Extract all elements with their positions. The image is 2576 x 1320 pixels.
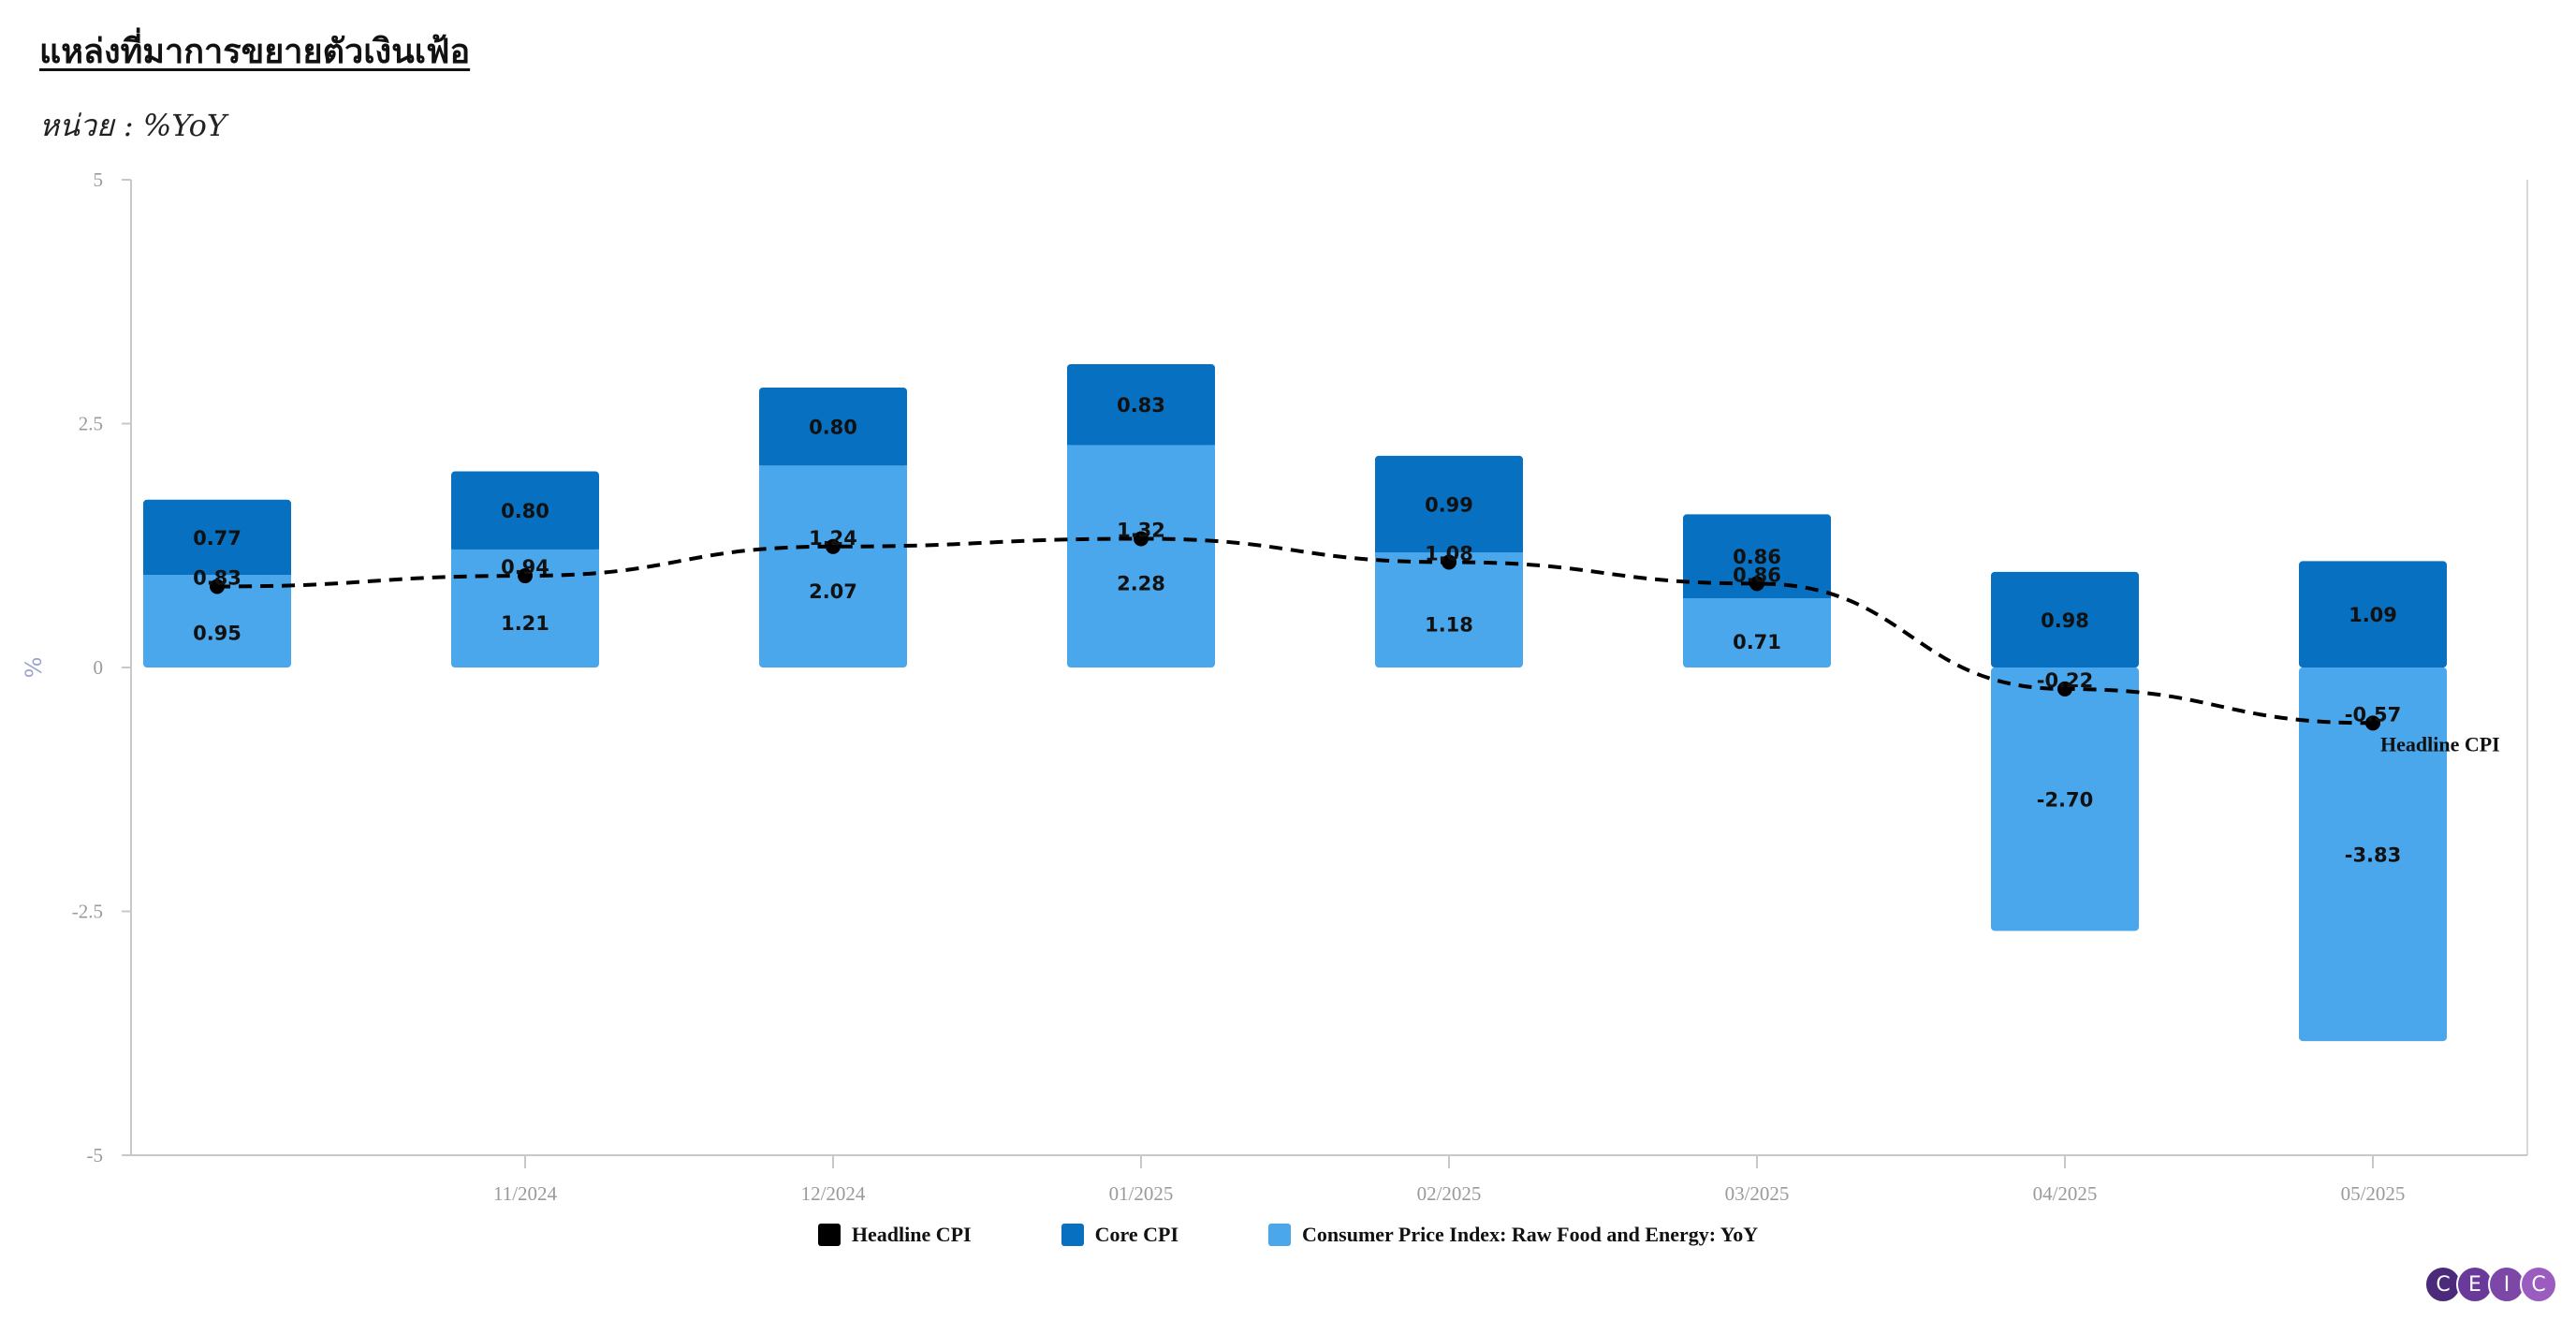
headline-cpi-line [216,536,2374,726]
bar-raw-food-energy-join [451,549,599,555]
legend-item-raw-food-energy[interactable]: Consumer Price Index: Raw Food and Energ… [1268,1223,1758,1247]
data-label-core-cpi: 0.86 [1733,546,1781,568]
legend-swatch-core [1061,1224,1084,1246]
data-label-headline-cpi: 1.24 [809,527,857,550]
bar-raw-food-energy [1375,552,1523,667]
data-label-headline-cpi: -0.57 [2345,703,2402,726]
legend-item-headline[interactable]: Headline CPI [817,1223,972,1247]
bar-core-cpi [1683,514,1831,599]
headline-cpi-point [518,568,533,584]
y-tick-label: 5 [94,169,104,191]
bar-raw-food-energy [1067,445,1215,667]
data-label-headline-cpi: 1.32 [1117,519,1165,541]
data-label-headline-cpi: 1.08 [1425,542,1473,565]
data-label-raw-food-energy: 2.28 [1117,573,1165,595]
data-label-core-cpi: 0.83 [1117,394,1165,417]
bar-raw-food-energy [1683,598,1831,667]
bar-raw-food-energy-join [143,575,291,581]
y-axis-label: % [21,657,47,679]
chart-title: แหล่งที่มาการขยายตัวเงินเฟ้อ [39,33,471,71]
data-label-raw-food-energy: 0.95 [193,622,242,644]
legend-swatch-raw-food-energy [1268,1224,1292,1246]
legend-label-headline: Headline CPI [851,1223,972,1246]
data-label-core-cpi: 1.09 [2349,604,2397,626]
data-label-core-cpi: 0.98 [2041,609,2089,632]
y-tick-label: -5 [87,1144,104,1166]
y-tick-label: -2.5 [72,901,103,923]
x-tick-label: 03/2025 [1725,1182,1790,1205]
bar-raw-food-energy [759,465,907,667]
bar-core-cpi-join [1067,439,1215,446]
bar-core-cpi [759,387,907,466]
bar-raw-food-energy-join [1683,598,1831,605]
ceic-logo: C E I C [2424,1266,2557,1303]
legend-label-raw-food-energy: Consumer Price Index: Raw Food and Energ… [1302,1223,1759,1246]
headline-cpi-end-label: Headline CPI [2380,732,2500,755]
logo-letter: E [2456,1266,2494,1303]
data-label-headline-cpi: -0.22 [2037,669,2094,692]
legend-label-core: Core CPI [1094,1223,1179,1246]
bar-core-cpi-join [1375,547,1523,553]
bar-core-cpi-join [451,543,599,550]
y-tick-label: 2.5 [79,413,103,435]
x-tick-label: 04/2025 [2033,1182,2098,1205]
data-label-core-cpi: 0.80 [501,500,549,522]
headline-cpi-point [826,538,841,554]
legend-swatch-headline [817,1224,841,1246]
x-tick-label: 12/2024 [801,1182,866,1205]
x-tick-label: 11/2024 [493,1182,558,1205]
bar-raw-food-energy [1991,667,2139,931]
data-label-raw-food-energy: 0.71 [1733,631,1781,653]
bar-core-cpi [451,471,599,550]
data-label-raw-food-energy: 2.07 [809,580,857,603]
data-label-raw-food-energy: -2.70 [2037,789,2094,812]
x-tick-label: 02/2025 [1417,1182,1482,1205]
data-label-core-cpi: 0.99 [1425,493,1473,516]
data-label-headline-cpi: 0.86 [1733,564,1781,586]
bar-core-cpi [143,499,291,576]
chart-legend: Headline CPI Core CPI Consumer Price Ind… [0,1223,2576,1247]
bar-core-cpi-join [759,460,907,466]
data-label-headline-cpi: 0.94 [501,556,549,579]
headline-cpi-point [1749,576,1764,592]
bar-core-cpi [2299,561,2447,667]
data-label-raw-food-energy: -3.83 [2345,844,2402,867]
bar-core-cpi [1375,455,1523,553]
title-block: แหล่งที่มาการขยายตัวเงินเฟ้อ หน่วย : %Yo… [39,24,470,150]
headline-cpi-point [2365,715,2380,731]
headline-cpi-point [2057,681,2072,697]
bar-raw-food-energy [2299,667,2447,1042]
headline-cpi-point [1134,531,1149,547]
logo-letter: C [2520,1266,2557,1303]
stacked-bar-line-chart: 5 2.5 0 -2.5 -5% 11/2024 12/2024 01/2025 02/2025… [21,169,2528,1205]
bar-core-cpi [1067,363,1215,446]
data-label-raw-food-energy: 1.18 [1425,613,1473,636]
data-label-raw-food-energy: 1.21 [501,612,549,635]
bar-core-cpi-join [143,569,291,576]
x-tick-label: 05/2025 [2341,1182,2406,1205]
x-tick-label: 01/2025 [1109,1182,1174,1205]
legend-item-core[interactable]: Core CPI [1061,1223,1178,1247]
bar-raw-food-energy [451,549,599,667]
data-label-headline-cpi: 0.83 [193,567,242,590]
chart-subtitle: หน่วย : %YoY [39,108,227,143]
bar-raw-food-energy-join [759,465,907,472]
bar-core-cpi-join [1683,593,1831,599]
bar-raw-food-energy [143,575,291,667]
headline-cpi-point [210,579,225,594]
bar-raw-food-energy-join [1067,445,1215,451]
y-tick-label: 0 [94,656,104,679]
data-label-core-cpi: 0.77 [193,527,242,550]
headline-cpi-point [1442,554,1456,570]
data-label-core-cpi: 0.80 [809,417,857,439]
bar-core-cpi [1991,571,2139,667]
